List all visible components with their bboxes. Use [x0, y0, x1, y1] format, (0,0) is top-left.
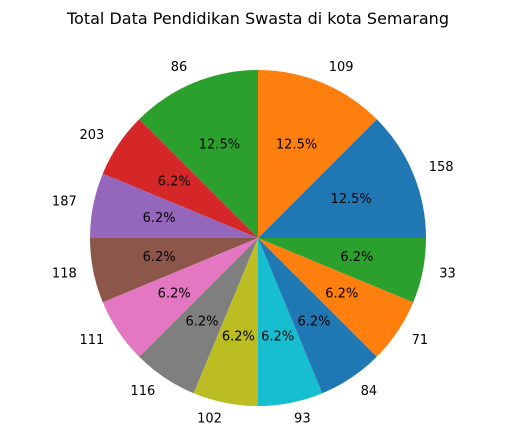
slice-percent-111: 6.2%: [158, 287, 191, 302]
pie-slice-84: [258, 238, 377, 394]
slice-percent-116: 6.2%: [185, 314, 218, 329]
pie-labels: 158 12.5% 109 12.5% 86 12.5% 203 6.2% 187 6.2% 118…: [52, 60, 456, 427]
slice-label-71: 71: [412, 333, 429, 348]
pie-slice-158: [258, 119, 426, 238]
pie-slice-187: [90, 173, 258, 238]
slice-percent-71: 6.2%: [325, 287, 358, 302]
slice-label-111: 111: [80, 333, 105, 348]
chart-title: Total Data Pendidikan Swasta di kota Sem…: [66, 9, 449, 28]
pie-slice-111: [102, 238, 258, 357]
slice-percent-93: 6.2%: [261, 329, 294, 344]
pie-slice-203: [102, 119, 258, 238]
pie-slices: [90, 70, 427, 406]
slice-label-109: 109: [329, 60, 354, 75]
slice-label-93: 93: [294, 412, 311, 427]
pie-slice-93: [258, 238, 323, 406]
slice-label-84: 84: [361, 384, 378, 399]
slice-percent-109: 12.5%: [276, 137, 317, 152]
slice-label-86: 86: [171, 60, 188, 75]
slice-percent-33: 6.2%: [340, 250, 373, 265]
pie-slice-33: [258, 238, 427, 303]
slice-percent-102: 6.2%: [222, 329, 255, 344]
pie-slice-109: [258, 70, 377, 238]
slice-percent-86: 12.5%: [199, 137, 240, 152]
pie-slice-102: [193, 238, 258, 406]
slice-label-118: 118: [52, 267, 77, 282]
pie-slice-116: [139, 238, 258, 394]
pie-slice-118: [90, 238, 258, 303]
slice-label-33: 33: [439, 267, 456, 282]
slice-label-158: 158: [429, 160, 454, 175]
slice-label-187: 187: [52, 194, 77, 209]
slice-percent-84: 6.2%: [297, 314, 330, 329]
slice-label-116: 116: [131, 384, 156, 399]
pie-slice-71: [258, 238, 414, 357]
slice-percent-118: 6.2%: [143, 250, 176, 265]
slice-percent-187: 6.2%: [143, 211, 176, 226]
slice-label-102: 102: [197, 412, 222, 427]
slice-percent-158: 12.5%: [330, 192, 371, 207]
pie-slice-86: [139, 70, 258, 238]
slice-percent-203: 6.2%: [158, 174, 191, 189]
slice-label-203: 203: [80, 128, 105, 143]
